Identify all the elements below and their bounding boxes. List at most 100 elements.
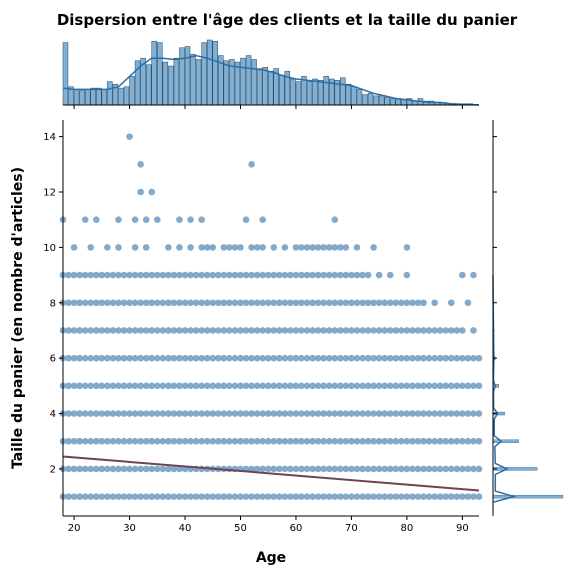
scatter-point — [292, 244, 300, 251]
scatter-point — [287, 299, 294, 307]
scatter-point — [270, 299, 278, 307]
scatter-point — [231, 299, 239, 307]
scatter-point — [331, 465, 339, 473]
scatter-point — [314, 465, 322, 473]
scatter-point — [348, 437, 355, 445]
basket-histogram-bar — [492, 439, 519, 443]
scatter-point — [425, 465, 433, 473]
scatter-point — [81, 465, 89, 473]
scatter-point — [464, 410, 472, 417]
scatter-point — [447, 382, 455, 390]
scatter-point — [331, 216, 339, 223]
scatter-point — [120, 354, 128, 362]
age-histogram-bar — [123, 86, 130, 106]
y-tick-label: 12 — [43, 188, 56, 199]
scatter-point — [231, 493, 239, 500]
scatter-point — [259, 382, 266, 390]
scatter-point — [153, 271, 161, 279]
scatter-point — [159, 382, 167, 390]
scatter-point — [137, 327, 144, 334]
scatter-point — [203, 244, 211, 251]
scatter-point — [348, 410, 355, 417]
scatter-point — [104, 465, 111, 473]
scatter-point — [148, 410, 156, 417]
scatter-point — [281, 437, 289, 445]
scatter-point — [270, 437, 278, 445]
scatter-points — [59, 133, 483, 500]
scatter-point — [131, 327, 139, 334]
scatter-point — [242, 327, 250, 334]
age-histogram-bar — [267, 70, 274, 106]
scatter-point — [253, 437, 261, 445]
scatter-point — [320, 244, 327, 251]
scatter-point — [264, 354, 272, 362]
scatter-point — [137, 382, 144, 390]
scatter-point — [109, 410, 117, 417]
scatter-point — [314, 271, 322, 279]
scatter-point — [348, 299, 355, 307]
scatter-point — [375, 382, 383, 390]
scatter-point — [325, 465, 333, 473]
scatter-point — [198, 493, 205, 500]
scatter-point — [192, 410, 200, 417]
scatter-point — [325, 271, 333, 279]
scatter-point — [126, 465, 133, 473]
y-tick-label: 4 — [50, 409, 56, 420]
scatter-point — [425, 410, 433, 417]
scatter-point — [165, 354, 172, 362]
scatter-point — [109, 271, 117, 279]
scatter-point — [70, 493, 78, 500]
scatter-point — [409, 327, 416, 334]
age-histogram-bar — [145, 64, 152, 106]
x-tick-label: 80 — [401, 523, 414, 534]
scatter-point — [203, 327, 211, 334]
scatter-point — [87, 271, 95, 279]
scatter-point — [453, 493, 461, 500]
scatter-point — [375, 410, 383, 417]
scatter-point — [420, 354, 427, 362]
scatter-point — [109, 493, 117, 500]
age-histogram-bar — [384, 96, 390, 106]
scatter-point — [181, 437, 189, 445]
scatter-point — [447, 465, 455, 473]
scatter-point — [403, 382, 411, 390]
scatter-point — [475, 354, 483, 362]
scatter-point — [287, 354, 294, 362]
scatter-point — [209, 299, 217, 307]
scatter-point — [392, 410, 400, 417]
scatter-point — [203, 410, 211, 417]
scatter-point — [364, 271, 372, 279]
age-kde-curve — [62, 54, 480, 106]
scatter-point — [142, 354, 150, 362]
scatter-point — [298, 465, 305, 473]
scatter-point — [131, 465, 139, 473]
scatter-point — [76, 299, 83, 307]
scatter-point — [314, 437, 322, 445]
scatter-point — [81, 271, 89, 279]
scatter-point — [459, 327, 466, 334]
scatter-point — [370, 493, 377, 500]
scatter-point — [475, 465, 483, 473]
scatter-point — [248, 271, 255, 279]
scatter-point — [115, 244, 122, 251]
scatter-point — [353, 465, 361, 473]
scatter-point — [148, 493, 156, 500]
scatter-point — [359, 271, 366, 279]
scatter-point — [226, 354, 233, 362]
scatter-point — [386, 465, 394, 473]
scatter-point — [320, 271, 327, 279]
scatter-point — [375, 354, 383, 362]
y-axis-ticks: 2 4 6 8 10 12 14 — [43, 132, 63, 475]
scatter-point — [314, 493, 322, 500]
scatter-point — [131, 244, 139, 251]
age-histogram-bar — [390, 98, 396, 106]
age-histogram-bar — [90, 87, 96, 106]
scatter-point — [342, 327, 350, 334]
scatter-point — [153, 437, 161, 445]
marginal-histogram-basket — [492, 120, 564, 516]
scatter-point — [475, 382, 483, 390]
scatter-point — [325, 493, 333, 500]
scatter-point — [242, 299, 250, 307]
scatter-point — [370, 244, 377, 251]
age-histogram-bar — [184, 46, 191, 106]
